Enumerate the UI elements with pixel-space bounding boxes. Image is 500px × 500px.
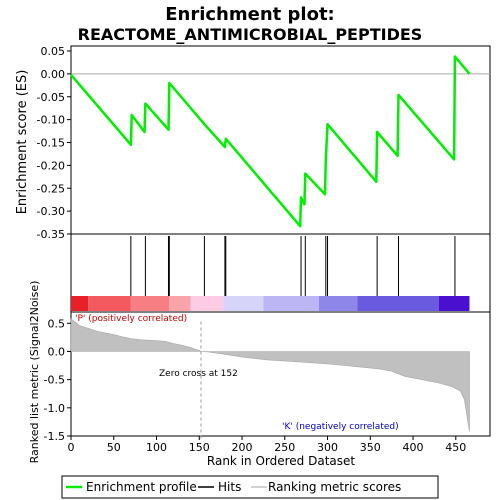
- es-tick-label: -0.15: [37, 137, 65, 150]
- metric-y-ticks: 0.5 0.0 -0.5 -1.0 -1.5: [44, 317, 71, 443]
- metric-tick-label: 0.5: [48, 317, 66, 330]
- metric-tick-label: -1.0: [44, 402, 65, 415]
- negative-correlation-note: 'K' (negatively correlated): [282, 422, 399, 432]
- es-tick-label: -0.10: [37, 114, 65, 127]
- x-tick-label: 450: [445, 441, 466, 454]
- es-tick-label: -0.30: [37, 205, 65, 218]
- heatmap-segment: [190, 296, 224, 311]
- positive-correlation-note: 'P' (positively correlated): [75, 314, 187, 324]
- es-axis-label: Enrichment score (ES): [15, 70, 30, 215]
- ranking-metric-layer: [70, 318, 470, 442]
- heatmap-segment: [318, 296, 358, 311]
- heatmap-segment: [169, 296, 191, 311]
- legend-label-profile: Enrichment profile: [86, 480, 197, 494]
- x-tick-label: 300: [317, 441, 338, 454]
- legend-label-hits: Hits: [218, 480, 241, 494]
- zero-cross-note: Zero cross at 152: [159, 369, 238, 379]
- heatmap-segment: [88, 296, 131, 311]
- heatmap-segment: [263, 296, 319, 311]
- heatmap-segment: [438, 296, 470, 311]
- es-tick-label: 0.05: [41, 45, 66, 58]
- heatmap-segment: [223, 296, 264, 311]
- hits-layer: [130, 236, 456, 296]
- x-tick-label: 350: [360, 441, 381, 454]
- es-tick-label: 0.00: [41, 68, 66, 81]
- x-tick-label: 150: [189, 441, 210, 454]
- x-tick-label: 50: [107, 441, 121, 454]
- x-tick-label: 100: [146, 441, 167, 454]
- es-tick-label: -0.05: [37, 91, 65, 104]
- chart-subtitle: REACTOME_ANTIMICROBIAL_PEPTIDES: [78, 25, 423, 44]
- x-tick-label: 0: [68, 441, 75, 454]
- es-tick-label: -0.25: [37, 182, 65, 195]
- heatmap-segment: [71, 296, 89, 311]
- enrichment-profile-layer: [70, 55, 471, 228]
- x-tick-label: 200: [232, 441, 253, 454]
- x-tick-label: 250: [274, 441, 295, 454]
- metric-axis-label: Ranked list metric (Signal2Noise): [28, 281, 41, 464]
- heatmap-segment: [357, 296, 439, 311]
- heatmap-segment: [130, 296, 170, 311]
- legend-box: [61, 475, 439, 499]
- x-axis-label: Rank in Ordered Dataset: [207, 454, 355, 468]
- es-tick-label: -0.20: [37, 159, 65, 172]
- metric-tick-label: -0.5: [44, 374, 65, 387]
- legend-label-metric: Ranking metric scores: [268, 480, 401, 494]
- x-axis-ticks: 0 50 100 150 200 250 300 350 400 450: [68, 436, 466, 454]
- chart-title: Enrichment plot:: [165, 4, 335, 25]
- x-tick-label: 400: [403, 441, 424, 454]
- ranking-metric-area: [70, 318, 470, 432]
- es-tick-label: -0.35: [37, 228, 65, 241]
- enrichment-profile-line: [70, 55, 471, 228]
- es-y-ticks: 0.05 0.00 -0.05 -0.10 -0.15 -0.20 -0.25 -0.30 -0…: [37, 45, 71, 241]
- metric-tick-label: 0.0: [48, 345, 66, 358]
- metric-tick-label: -1.5: [44, 430, 65, 443]
- rank-heatmap: [71, 296, 470, 311]
